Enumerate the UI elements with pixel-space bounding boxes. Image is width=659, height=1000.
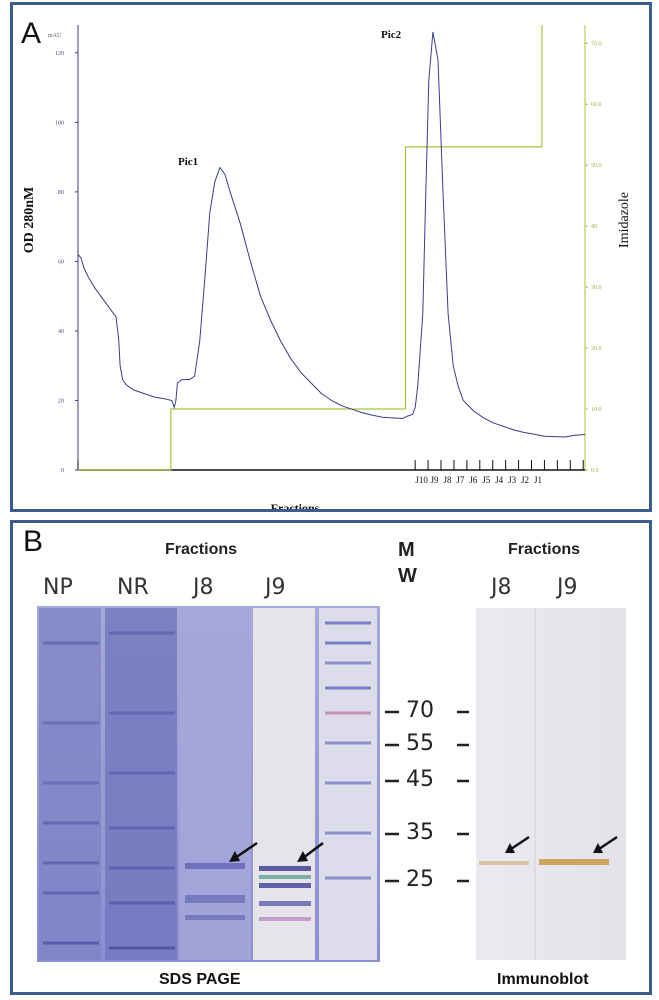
immunoblot-band-j9 xyxy=(539,859,609,865)
y2-tick-label: 30.0 xyxy=(591,285,602,291)
panel-a: A mAU 0 20 40 60 80 100 120 0.0 10.0 20.0 30.0 40 5… xyxy=(10,2,652,512)
mw-value-35: 35 xyxy=(406,820,434,845)
sds-page-caption: SDS PAGE xyxy=(159,971,241,988)
right-axis-label: Imidazole xyxy=(617,192,632,248)
left-unit: mAU xyxy=(48,33,62,39)
immuno-lane-label-j9: J9 xyxy=(557,575,578,600)
y-axis-ticks: 0 20 40 60 80 100 120 xyxy=(55,51,78,474)
immuno-arrow-j8 xyxy=(505,835,530,853)
y2-tick-label: 10.0 xyxy=(591,407,602,413)
lane-label-j8: J8 xyxy=(193,575,214,600)
sds-arrow-j9 xyxy=(297,842,324,862)
y-tick-label: 60 xyxy=(58,259,64,265)
fraction-label: J5 xyxy=(482,475,491,485)
y2-tick-label: 50.0 xyxy=(591,163,602,169)
fraction-label: J4 xyxy=(495,475,504,485)
immuno-lane-label-j8: J8 xyxy=(491,575,512,600)
y2-tick-label: 0.0 xyxy=(591,468,599,474)
immunoblot-caption: Immunoblot xyxy=(497,971,589,988)
peak1-label: Pic1 xyxy=(178,156,198,168)
y2-tick-label: 60.0 xyxy=(591,102,602,108)
y-tick-label: 120 xyxy=(55,51,64,57)
y-tick-label: 40 xyxy=(58,329,64,335)
mw-dashes xyxy=(385,710,469,883)
y2-tick-label: 40 xyxy=(591,224,597,230)
mw-value-45: 45 xyxy=(406,767,434,792)
fraction-label: J6 xyxy=(469,475,478,485)
lane-bands-np-nr xyxy=(43,631,175,950)
left-axis-label: OD 280nM xyxy=(22,187,37,254)
panel-b: B Fractions Fractions M W NP NR J8 J9 J8… xyxy=(10,520,652,995)
fraction-label: J7 xyxy=(456,475,465,485)
panel-a-label: A xyxy=(21,17,42,50)
fraction-label: J9 xyxy=(431,475,440,485)
lane-label-j9: J9 xyxy=(265,575,286,600)
fraction-ticks xyxy=(77,460,584,470)
immunoblot-band-j8 xyxy=(479,861,529,865)
sds-arrow-j8 xyxy=(229,841,258,862)
chromatogram-chart: mAU 0 20 40 60 80 100 120 0.0 10.0 20.0 30.0 40 50.… xyxy=(22,25,632,509)
fraction-labels: J10 J9 J8 J7 J6 J5 J4 J3 J2 J1 xyxy=(415,475,542,485)
lane-bands-j9 xyxy=(259,866,311,921)
y2-tick-label: 70.0 xyxy=(591,41,602,47)
mw-label-w: W xyxy=(398,565,417,587)
lane-bands-j8 xyxy=(185,863,245,920)
lane-j9 xyxy=(253,608,315,960)
fractions-left-label: Fractions xyxy=(165,541,238,558)
peak2-label: Pic2 xyxy=(381,29,402,41)
mw-value-55: 55 xyxy=(406,731,434,756)
y-tick-label: 0 xyxy=(61,468,64,474)
panel-b-label: B xyxy=(23,525,44,558)
od-series-line xyxy=(77,31,586,438)
lane-j8 xyxy=(179,608,251,960)
fractions-right-label: Fractions xyxy=(508,541,581,558)
gel-images xyxy=(37,606,626,962)
y-tick-label: 20 xyxy=(58,398,64,404)
y-tick-label: 100 xyxy=(55,120,64,126)
fraction-label: J8 xyxy=(443,475,452,485)
mw-value-25: 25 xyxy=(406,867,434,892)
lane-label-nr: NR xyxy=(117,575,149,600)
fraction-label: J2 xyxy=(521,475,529,485)
y2-tick-label: 20.0 xyxy=(591,346,602,352)
marker-bands xyxy=(325,621,371,880)
imidazole-series-line xyxy=(78,25,543,471)
y2-axis-ticks: 0.0 10.0 20.0 30.0 40 50.0 60.0 70.0 xyxy=(585,41,602,474)
immuno-arrow-j9 xyxy=(593,835,618,853)
fraction-label: J1 xyxy=(534,475,542,485)
lane-label-np: NP xyxy=(43,575,73,600)
immunoblot-membrane xyxy=(476,608,626,960)
x-axis-label: Fractions xyxy=(271,501,320,509)
lane-nr xyxy=(105,608,177,960)
mw-value-70: 70 xyxy=(406,698,434,723)
fraction-label: J10 xyxy=(415,475,428,485)
mw-label-m: M xyxy=(398,539,415,561)
y-tick-label: 80 xyxy=(58,190,64,196)
fraction-label: J3 xyxy=(508,475,517,485)
